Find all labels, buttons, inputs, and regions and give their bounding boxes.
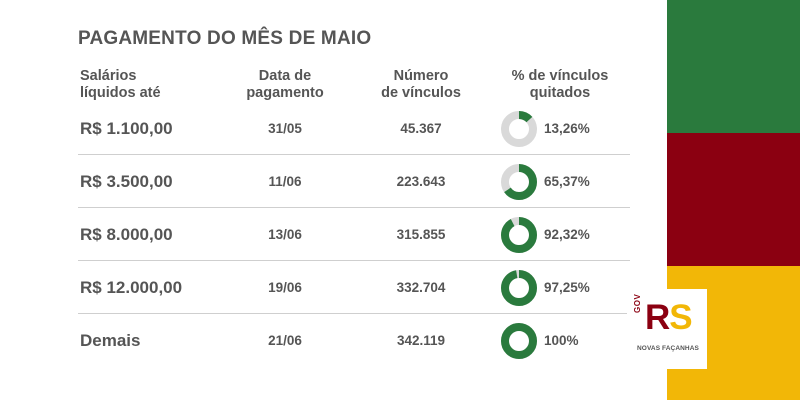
payment-date-cell: 31/05: [268, 121, 302, 136]
percent-donut-chart: [501, 164, 537, 200]
table-row: R$ 12.000,00 19/06 332.704 97,25%: [78, 261, 630, 314]
percent-donut-chart: [501, 217, 537, 253]
percent-cell: 100%: [544, 333, 579, 348]
row-divider: [78, 313, 630, 314]
header-percent: % de vínculos quitados: [511, 68, 609, 101]
row-divider: [78, 260, 630, 261]
percent-donut-chart: [501, 270, 537, 306]
page-title: PAGAMENTO DO MÊS DE MAIO: [78, 28, 372, 49]
gov-rs-logo: GOV RS NOVAS FAÇANHAS: [627, 289, 707, 369]
count-cell: 332.704: [396, 280, 446, 295]
salary-cell: R$ 12.000,00: [80, 278, 183, 297]
payment-date-cell: 21/06: [268, 333, 302, 348]
donut-arc: [501, 164, 537, 200]
donut-arc: [501, 111, 537, 147]
logo-rs-mark: RS: [645, 298, 693, 337]
row-divider: [78, 207, 630, 208]
header-date: Data de pagamento: [246, 68, 324, 101]
count-cell: 45.367: [400, 121, 442, 136]
count-cell: 315.855: [396, 227, 446, 242]
header-count: Número de vínculos: [381, 68, 461, 101]
percent-donut-chart: [501, 111, 537, 147]
table-row: R$ 1.100,00 31/05 45.367 13,26%: [78, 102, 630, 155]
percent-cell: 65,37%: [544, 174, 590, 189]
donut-arc: [501, 270, 537, 306]
donut-arc: [501, 323, 537, 359]
logo-gov-label: GOV: [633, 293, 642, 313]
count-cell: 223.643: [396, 174, 446, 189]
percent-cell: 13,26%: [544, 121, 590, 136]
percent-cell: 97,25%: [544, 280, 590, 295]
logo-tagline: NOVAS FAÇANHAS: [637, 345, 699, 352]
salary-cell: R$ 3.500,00: [80, 172, 173, 191]
row-divider: [78, 154, 630, 155]
donut-arc: [501, 217, 537, 253]
table-row: R$ 3.500,00 11/06 223.643 65,37%: [78, 155, 630, 208]
salary-cell: Demais: [80, 331, 141, 350]
salary-cell: R$ 1.100,00: [80, 119, 173, 138]
payment-date-cell: 19/06: [268, 280, 302, 295]
percent-donut-chart: [501, 323, 537, 359]
flag-red-band: [667, 133, 800, 266]
table-row: Demais 21/06 342.119 100%: [78, 314, 630, 367]
flag-green-band: [667, 0, 800, 133]
percent-cell: 92,32%: [544, 227, 590, 242]
table-row: R$ 8.000,00 13/06 315.855 92,32%: [78, 208, 630, 261]
payment-date-cell: 13/06: [268, 227, 302, 242]
salary-cell: R$ 8.000,00: [80, 225, 173, 244]
count-cell: 342.119: [396, 333, 446, 348]
payment-date-cell: 11/06: [268, 174, 302, 189]
header-salary: Salários líquidos até: [80, 68, 161, 101]
